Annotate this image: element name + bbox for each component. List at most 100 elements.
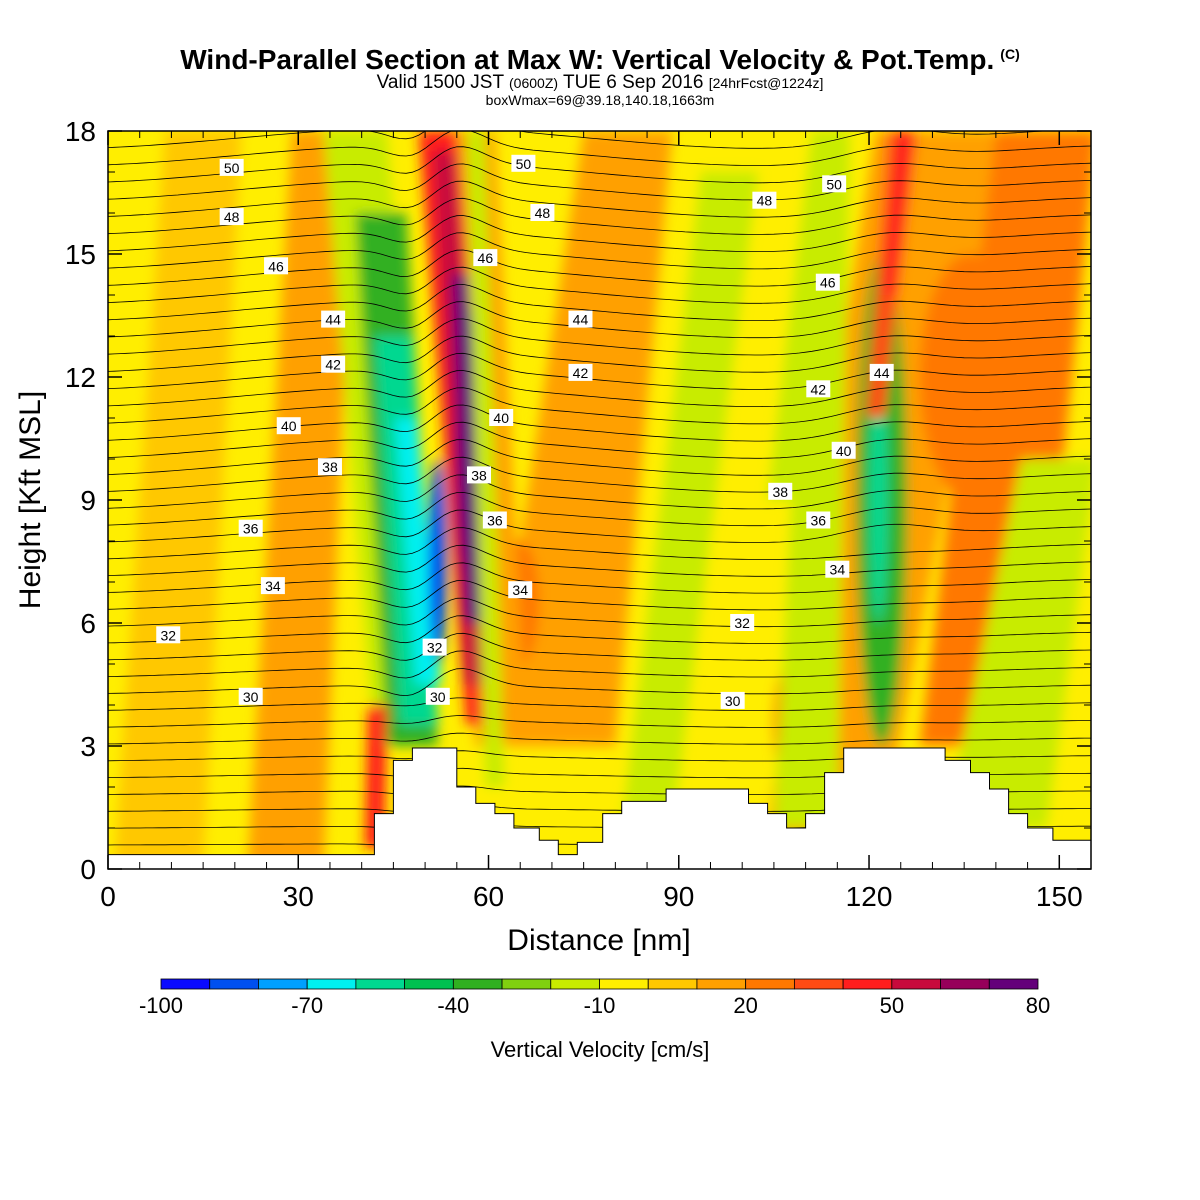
contour-label: 48	[219, 208, 244, 226]
contour-label: 30	[720, 691, 745, 709]
theta-contour	[108, 387, 1091, 425]
colorbar-swatch	[550, 978, 600, 990]
colorbar-swatch	[940, 978, 990, 990]
contour-label: 38	[317, 458, 342, 476]
contour-label: 30	[425, 687, 450, 705]
contour-label-text: 46	[268, 258, 284, 274]
theta-contour	[108, 232, 1091, 270]
contour-label-text: 32	[427, 640, 443, 656]
theta-contour	[108, 456, 1091, 493]
colorbar-swatch	[891, 978, 941, 990]
y-tick-label: 3	[80, 731, 96, 762]
chart-valid-time: Valid 1500 JST (0600Z) TUE 6 Sep 2016 [2…	[376, 72, 824, 93]
contour-label: 44	[321, 310, 346, 328]
contour-label: 42	[568, 363, 593, 381]
colorbar-swatch	[306, 978, 357, 990]
contour-label-text: 44	[874, 365, 890, 381]
y-tick-label: 9	[80, 485, 96, 516]
contour-label-text: 38	[471, 467, 487, 483]
contour-label-text: 34	[830, 562, 846, 578]
downdraft-core-east-inner	[869, 377, 889, 623]
downdraft-zone-far-east	[945, 459, 1091, 828]
updraft-streak-east-core	[884, 131, 917, 295]
y-tick-label: 12	[65, 362, 96, 393]
theta-contour	[108, 283, 1091, 321]
theta-contour	[108, 318, 1091, 356]
x-tick-label: 60	[473, 881, 504, 912]
theta-contour	[108, 615, 1091, 644]
contour-label-text: 46	[820, 275, 836, 291]
contour-label: 46	[815, 273, 840, 291]
contour-label-text: 40	[493, 410, 509, 426]
contour-label-text: 48	[535, 205, 551, 221]
contour-label: 36	[806, 511, 831, 529]
colorbar-tick-label: 50	[880, 993, 904, 1018]
x-tick-label: 30	[283, 881, 314, 912]
contour-label-text: 36	[811, 513, 827, 529]
main-downdraft-peak	[428, 459, 448, 664]
updraft-core-east-orange	[919, 254, 1022, 500]
contour-label: 38	[768, 482, 793, 500]
colorbar-tick-label: -100	[139, 993, 183, 1018]
contour-label-text: 46	[478, 250, 494, 266]
contour-label: 34	[825, 560, 850, 578]
theta-contour	[108, 215, 1091, 252]
theta-contour	[108, 370, 1091, 407]
copyright-mark: (C)	[1000, 45, 1020, 62]
contour-label: 34	[260, 577, 285, 595]
theta-contour	[108, 697, 1091, 711]
y-tick-label: 15	[65, 239, 96, 270]
colorbar-swatch	[209, 978, 259, 990]
x-axis-label: Distance [nm]	[507, 924, 690, 957]
colorbar-swatch	[160, 978, 211, 990]
contour-label-text: 50	[516, 156, 532, 172]
theta-contour	[108, 352, 1091, 390]
contour-label: 50	[511, 154, 536, 172]
contour-label-text: 34	[265, 578, 281, 594]
contour-label-text: 30	[430, 689, 446, 705]
contour-label-text: 50	[826, 176, 842, 192]
contour-label: 42	[321, 355, 346, 373]
theta-contour	[108, 544, 1091, 577]
theta-contour	[108, 632, 1091, 661]
y-tick-label: 0	[80, 854, 96, 885]
theta-contour	[108, 491, 1091, 527]
downdraft-zone-east	[773, 131, 851, 828]
y-tick-label: 6	[80, 608, 96, 639]
downdraft-strip-east-of-core	[466, 131, 505, 787]
contour-label: 32	[730, 614, 755, 631]
y-axis-label: Height [Kft MSL]	[14, 391, 47, 609]
contour-label: 40	[489, 409, 514, 426]
contour-label: 30	[238, 687, 263, 705]
colorbar-swatch	[452, 978, 503, 990]
updraft-region-west	[114, 131, 242, 869]
contour-label-text: 42	[325, 357, 341, 373]
theta-contour	[108, 668, 1091, 697]
colorbar-swatch	[355, 978, 406, 990]
contour-label: 42	[806, 380, 831, 398]
colorbar-tick-label: 20	[733, 993, 757, 1018]
contour-label: 36	[482, 511, 507, 529]
contour-label-text: 40	[836, 443, 852, 459]
colorbar-swatch	[404, 978, 454, 990]
theta-contour	[108, 266, 1091, 304]
contour-label: 50	[219, 158, 244, 176]
contour-label-text: 38	[322, 459, 338, 475]
contour-label-text: 48	[757, 193, 773, 209]
theta-contour	[108, 131, 1091, 166]
theta-contour	[108, 597, 1091, 628]
contour-label: 36	[238, 519, 263, 537]
colorbar-label: Vertical Velocity [cm/s]	[491, 1037, 710, 1062]
theta-contour	[108, 715, 1091, 728]
colorbar-swatch	[501, 978, 552, 990]
colorbar-tick-label: -70	[291, 993, 323, 1018]
chart-title: Wind-Parallel Section at Max W: Vertical…	[180, 44, 1020, 75]
contour-label: 32	[156, 626, 181, 644]
contour-label-text: 44	[325, 312, 341, 328]
colorbar-tick-label: 80	[1026, 993, 1050, 1018]
contour-label-text: 38	[772, 484, 788, 500]
y-tick-label: 18	[65, 116, 96, 147]
theta-contour	[108, 421, 1091, 459]
